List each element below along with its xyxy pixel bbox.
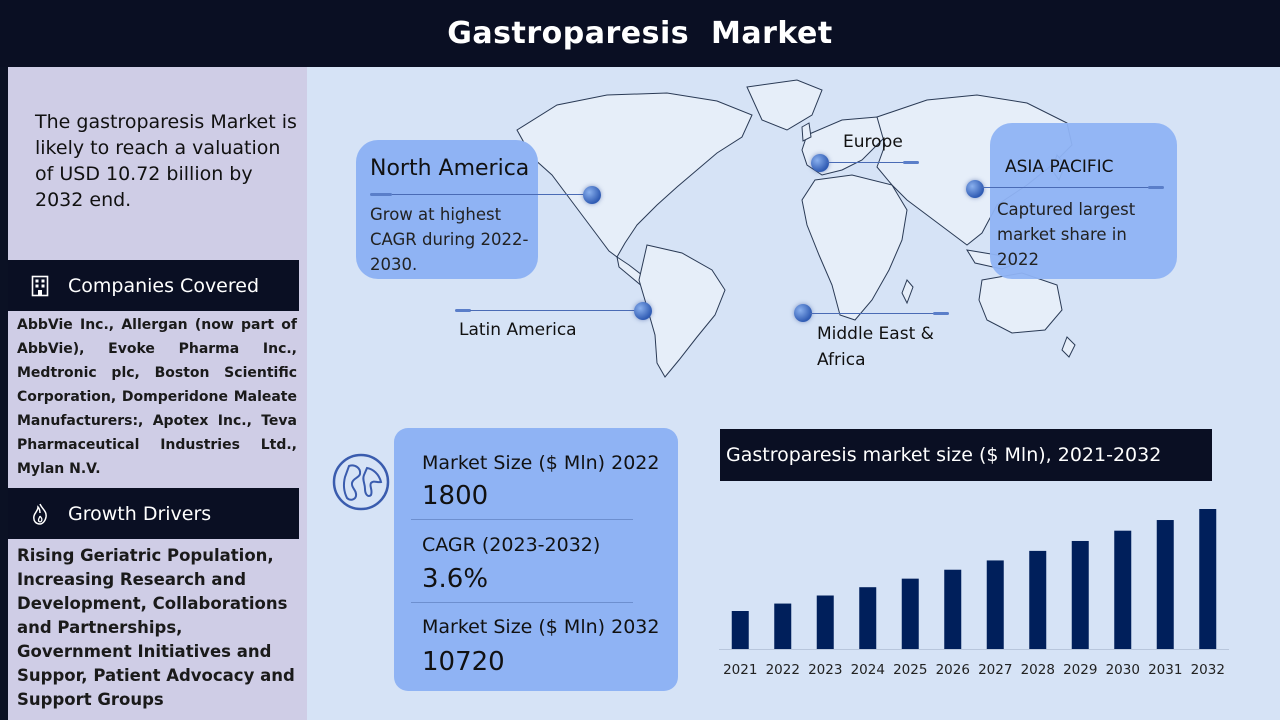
latin-america-title: Latin America [459,320,577,340]
stat-label-2032: Market Size ($ Mln) 2032 [422,616,660,638]
bar-2032 [1199,509,1217,649]
europe-title: Europe [843,132,903,152]
mea-marker [794,304,812,322]
north-america-bubble [356,140,538,279]
header-bar: Gastroparesis Market [0,0,1280,67]
bar-2024 [859,587,877,649]
x-tick-label: 2032 [1191,662,1225,678]
asia-pacific-line [982,187,1152,188]
europe-cap [903,161,919,164]
stats-panel: Market Size ($ Mln) 2022 1800 CAGR (2023… [394,428,678,691]
stat-value-2022: 1800 [422,481,489,511]
companies-list: AbbVie Inc., Allergan (now part of AbbVi… [17,317,297,477]
asia-pacific-cap [1148,186,1164,189]
bar-2025 [901,578,919,649]
stat-label-2022: Market Size ($ Mln) 2022 [422,452,660,474]
companies-heading: Companies Covered [68,274,260,297]
x-tick-label: 2027 [978,662,1012,678]
main-panel: North America Grow at highest CAGR durin… [307,67,1280,720]
intro-text: The gastroparesis Market is likely to re… [35,111,297,211]
north-america-desc: Grow at highest CAGR during 2022-2030. [370,205,529,274]
north-america-title: North America [370,156,530,181]
europe-line [827,162,905,163]
drivers-header: Growth Drivers [8,488,299,539]
north-america-cap [370,193,392,196]
globe-icon [332,453,390,511]
latin-america-marker [634,302,652,320]
x-tick-label: 2024 [851,662,885,678]
asia-pacific-title: ASIA PACIFIC [1005,157,1114,177]
bar-2029 [1071,540,1089,649]
x-tick-label: 2028 [1021,662,1055,678]
x-tick-label: 2021 [723,662,757,678]
sidebar: The gastroparesis Market is likely to re… [8,67,307,720]
stat-separator [411,602,633,603]
asia-pacific-bubble [990,123,1177,279]
page-title: Gastroparesis Market [447,16,833,51]
bar-2028 [1029,550,1047,649]
drivers-heading: Growth Drivers [68,502,212,525]
x-tick-label: 2023 [808,662,842,678]
x-tick-label: 2029 [1063,662,1097,678]
mea-cap [933,312,949,315]
x-tick-label: 2031 [1148,662,1182,678]
mea-line [810,313,936,314]
stat-label-cagr: CAGR (2023-2032) [422,534,601,556]
x-tick-label: 2030 [1106,662,1140,678]
bar-2030 [1114,530,1132,649]
north-america-line [392,194,585,195]
bar-2026 [944,569,962,649]
market-size-bar-chart: 2021 2022 2023 2024 2025 2026 2027 2028 2029 2030… [719,509,1229,678]
asia-pacific-marker [966,180,984,198]
chart-title-bar: Gastroparesis market size ($ Mln), 2021-… [720,429,1212,481]
bar-2031 [1156,520,1174,649]
building-icon [30,275,50,297]
companies-header: Companies Covered [8,260,299,311]
latin-america-cap [455,309,471,312]
north-america-marker [583,186,601,204]
world-map [516,79,1076,378]
x-tick-label: 2022 [766,662,800,678]
latin-america-line [470,310,636,311]
x-tick-label: 2025 [893,662,927,678]
bar-2022 [774,603,792,649]
asia-pacific-desc: Captured largest market share in 2022 [997,200,1136,269]
mea-title: Middle East & Africa [817,324,934,370]
flame-icon [30,503,50,525]
x-tick-label: 2026 [936,662,970,678]
stat-separator [411,519,633,520]
bar-2023 [816,595,834,649]
stat-value-2032: 10720 [422,647,505,677]
bar-2021 [731,611,749,649]
drivers-list: Rising Geriatric Population, Increasing … [17,546,295,709]
stat-value-cagr: 3.6% [422,564,489,594]
bar-2027 [986,560,1004,649]
europe-marker [811,154,829,172]
chart-title: Gastroparesis market size ($ Mln), 2021-… [726,444,1162,466]
